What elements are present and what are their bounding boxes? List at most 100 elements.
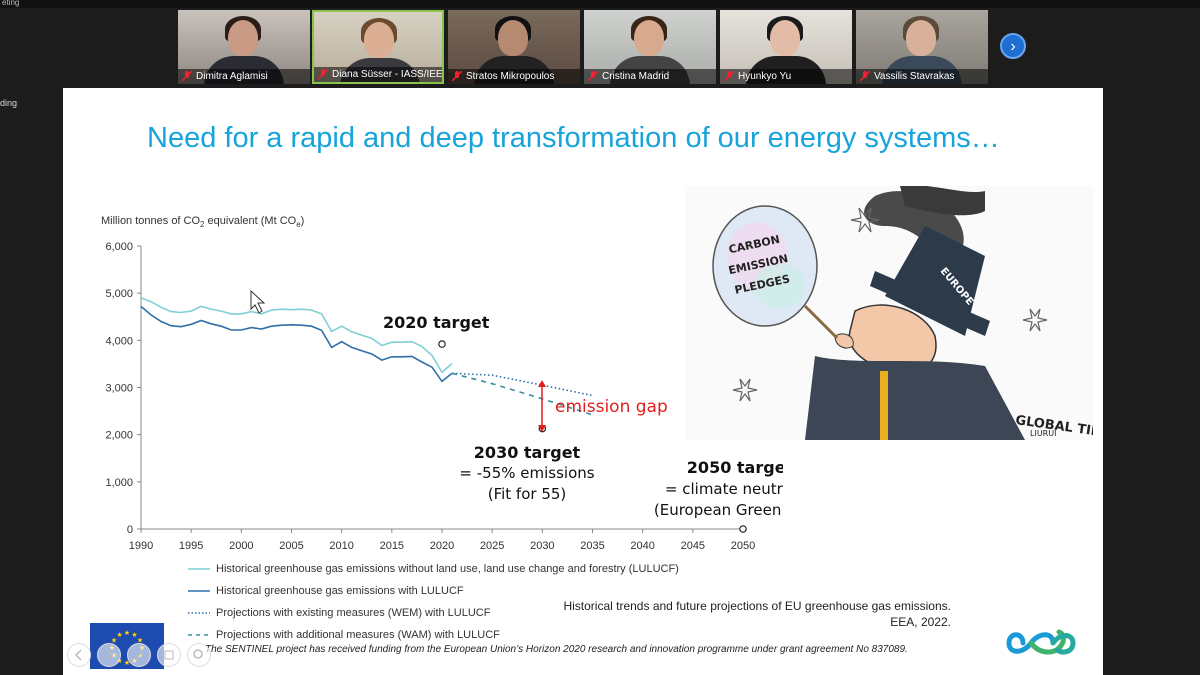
cartoon-credit-line2: LIURUI [1030, 429, 1056, 438]
annotation-2030-line3: (Fit for 55) [488, 485, 567, 503]
annotation-2050-line3: (European Green Deal) [654, 501, 783, 519]
series-line-2 [140, 305, 453, 383]
sentinel-infinity-logo [1006, 629, 1076, 655]
pen-icon [134, 650, 144, 660]
chart-caption: Historical trends and future projections… [533, 598, 951, 630]
x-tick-label: 2015 [380, 540, 404, 552]
legend-label: Projections with existing measures (WEM)… [216, 607, 491, 619]
slide-title: Need for a rapid and deep transformation… [147, 122, 1000, 154]
mic-muted-icon [724, 71, 734, 82]
magnifier-icon [193, 649, 203, 659]
x-tick-label: 2005 [279, 540, 303, 552]
x-tick-label: 2035 [580, 540, 604, 552]
cartoon-image: EUROPE CARBON EMISSION PLEDGES GLOBAL TI… [685, 186, 1093, 440]
y-tick-label: 2,000 [105, 430, 133, 442]
mic-muted-icon [860, 71, 870, 82]
legend-swatch [188, 634, 210, 636]
slide-toolbar [63, 641, 213, 671]
mic-muted-icon [452, 71, 462, 82]
next-participants-button[interactable]: › [1000, 33, 1026, 59]
y-tick-label: 5,000 [105, 288, 133, 300]
x-tick-label: 2040 [630, 540, 654, 552]
next-slide-button[interactable] [97, 643, 121, 667]
x-tick-label: 2020 [430, 540, 454, 552]
legend-item: Historical greenhouse gas emissions with… [188, 558, 679, 580]
left-panel-label: ding [0, 98, 18, 108]
chevron-right-icon: › [1010, 38, 1016, 55]
x-tick-label: 2000 [229, 540, 253, 552]
pen-tool-button[interactable] [127, 643, 151, 667]
series-line-4 [451, 372, 593, 416]
funding-footer: The SENTINEL project has received fundin… [205, 644, 908, 655]
mic-muted-icon [182, 71, 192, 82]
legend-item: Historical greenhouse gas emissions with… [188, 580, 679, 602]
arrow-left-icon [74, 649, 82, 661]
caption-line2: EEA, 2022. [890, 615, 951, 629]
annotation-emission-gap: emission gap [555, 397, 668, 417]
x-tick-label: 1995 [179, 540, 203, 552]
y-tick-label: 3,000 [105, 383, 133, 395]
sparkle-icon [732, 207, 1048, 402]
chart-legend: Historical greenhouse gas emissions with… [188, 558, 679, 646]
participant-name: Cristina Madrid [584, 69, 716, 84]
participant-tile[interactable]: Vassilis Stavrakas [856, 10, 988, 84]
shared-slide: Need for a rapid and deep transformation… [63, 88, 1103, 675]
x-tick-label: 2050 [731, 540, 755, 552]
slides-grid-button[interactable] [157, 643, 181, 667]
eu-star-icon: ★ [131, 631, 137, 639]
mouse-cursor-icon [250, 289, 266, 314]
participant-tile[interactable]: Stratos Mikropoulos [448, 10, 580, 84]
legend-item: Projections with additional measures (WA… [188, 624, 679, 646]
participant-tile-active[interactable]: Diana Süsser - IASS/IEECP [312, 10, 444, 84]
x-tick-label: 2025 [480, 540, 504, 552]
participant-name: Dimitra Aglamisi [178, 69, 310, 84]
eu-star-icon: ★ [124, 659, 130, 667]
legend-label: Projections with additional measures (WA… [216, 629, 500, 641]
grid-icon [164, 650, 174, 660]
legend-item: Projections with existing measures (WEM)… [188, 602, 679, 624]
caption-line1: Historical trends and future projections… [563, 599, 951, 613]
participant-name: Diana Süsser - IASS/IEECP [314, 67, 442, 82]
participant-tile[interactable]: Hyunkyo Yu [720, 10, 852, 84]
annotation-2050-line2: = climate neutrality [665, 480, 783, 498]
legend-swatch [188, 612, 210, 614]
zoom-button[interactable] [187, 643, 211, 667]
arrow-right-icon [106, 649, 114, 661]
eu-star-icon: ★ [111, 637, 117, 645]
x-tick-label: 2030 [530, 540, 554, 552]
arrow-down-icon [538, 425, 546, 432]
series-line-1 [140, 297, 453, 374]
legend-swatch [188, 568, 210, 570]
annotation-2030-line2: = -55% emissions [459, 464, 594, 482]
previous-slide-button[interactable] [67, 643, 91, 667]
legend-label: Historical greenhouse gas emissions with… [216, 585, 464, 597]
participant-name: Hyunkyo Yu [720, 69, 852, 84]
y-tick-label: 6,000 [105, 241, 133, 253]
participant-name: Vassilis Stavrakas [856, 69, 988, 84]
annotation-2050-title: 2050 target [687, 458, 783, 477]
x-tick-label: 1990 [129, 540, 153, 552]
annotation-2030-title: 2030 target [474, 443, 581, 462]
arrow-up-icon [538, 380, 546, 387]
participant-strip: Dimitra Aglamisi Diana Süsser - IASS/IEE… [0, 8, 1200, 86]
participant-name: Stratos Mikropoulos [448, 69, 580, 84]
target-marker [438, 340, 446, 348]
chart-y-axis-label: Million tonnes of CO2 equivalent (Mt COe… [101, 215, 304, 229]
legend-swatch [188, 590, 210, 592]
y-tick-label: 1,000 [105, 477, 133, 489]
participant-tile[interactable]: Dimitra Aglamisi [178, 10, 310, 84]
legend-label: Historical greenhouse gas emissions with… [216, 563, 679, 575]
y-tick-label: 4,000 [105, 335, 133, 347]
series-line-3 [451, 372, 593, 397]
eu-star-icon: ★ [124, 629, 130, 637]
emissions-chart: 0 1,000 2,000 3,000 4,000 5,000 6,000 1990 1995 2… [101, 215, 783, 552]
x-tick-label: 2045 [681, 540, 705, 552]
eu-star-icon: ★ [137, 637, 143, 645]
annotation-2020-target: 2020 target [383, 313, 490, 332]
participant-tile[interactable]: Cristina Madrid [584, 10, 716, 84]
window-title: eting [2, 0, 20, 7]
y-tick-label: 0 [127, 524, 133, 536]
mic-muted-icon [318, 69, 328, 80]
eu-star-icon: ★ [116, 631, 122, 639]
target-marker [739, 525, 747, 533]
